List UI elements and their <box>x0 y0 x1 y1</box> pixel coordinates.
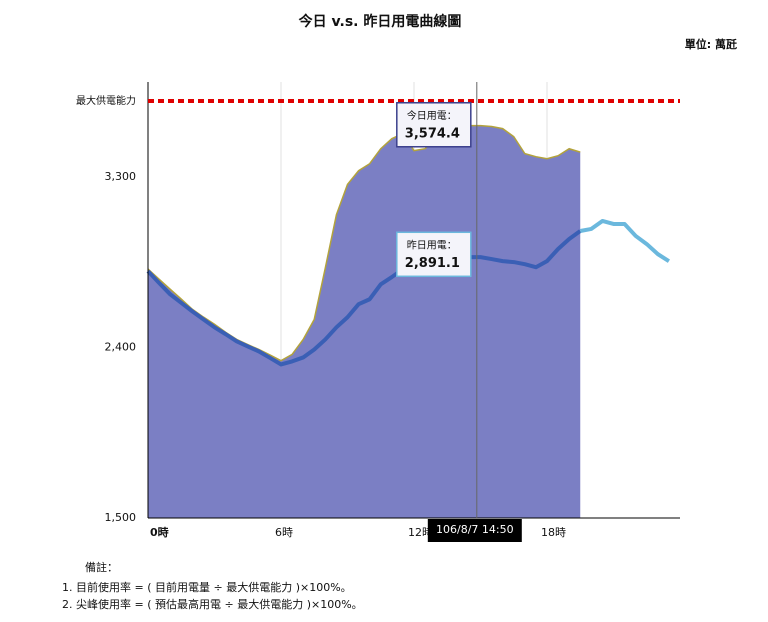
chart-title: 今日 v.s. 昨日用電曲線圖 <box>298 13 462 30</box>
note: 1. 目前使用率 = ( 目前用電量 ÷ 最大供電能力 )×100%。 <box>62 580 352 594</box>
tooltip-name: 昨日用電： <box>407 239 457 251</box>
line <box>579 218 670 263</box>
tooltip-box <box>396 231 472 278</box>
note: 2. 尖峰使用率 = ( 預估最高用電 ÷ 最大供電能力 )×100%。 <box>62 597 363 611</box>
y-tick-label: 3,300 <box>105 170 137 183</box>
x-tick-label: 18時 <box>541 526 566 539</box>
cursor-box <box>427 519 522 542</box>
tooltip-value: 2,891.1 <box>405 256 460 271</box>
tooltip-name: 今日用電： <box>407 109 457 122</box>
tooltip-value: 3,574.4 <box>405 126 460 141</box>
cursor-label: 106/8/7 14:50 <box>436 523 514 536</box>
unit: 單位: 萬瓩 <box>685 37 737 51</box>
x-tick-label: 6時 <box>275 526 293 539</box>
area-outline <box>147 124 581 362</box>
capacity-label: 最大供電能力 <box>76 94 136 107</box>
area <box>148 125 581 518</box>
x-tick-label: 12時 <box>408 526 433 539</box>
note-title: 備註： <box>85 561 118 574</box>
line <box>146 229 582 367</box>
tooltip-box <box>396 102 472 148</box>
y-tick-label: 2,400 <box>105 340 137 353</box>
x-tick-label: 0時 <box>150 525 169 539</box>
y-tick-label: 1,500 <box>105 511 137 524</box>
